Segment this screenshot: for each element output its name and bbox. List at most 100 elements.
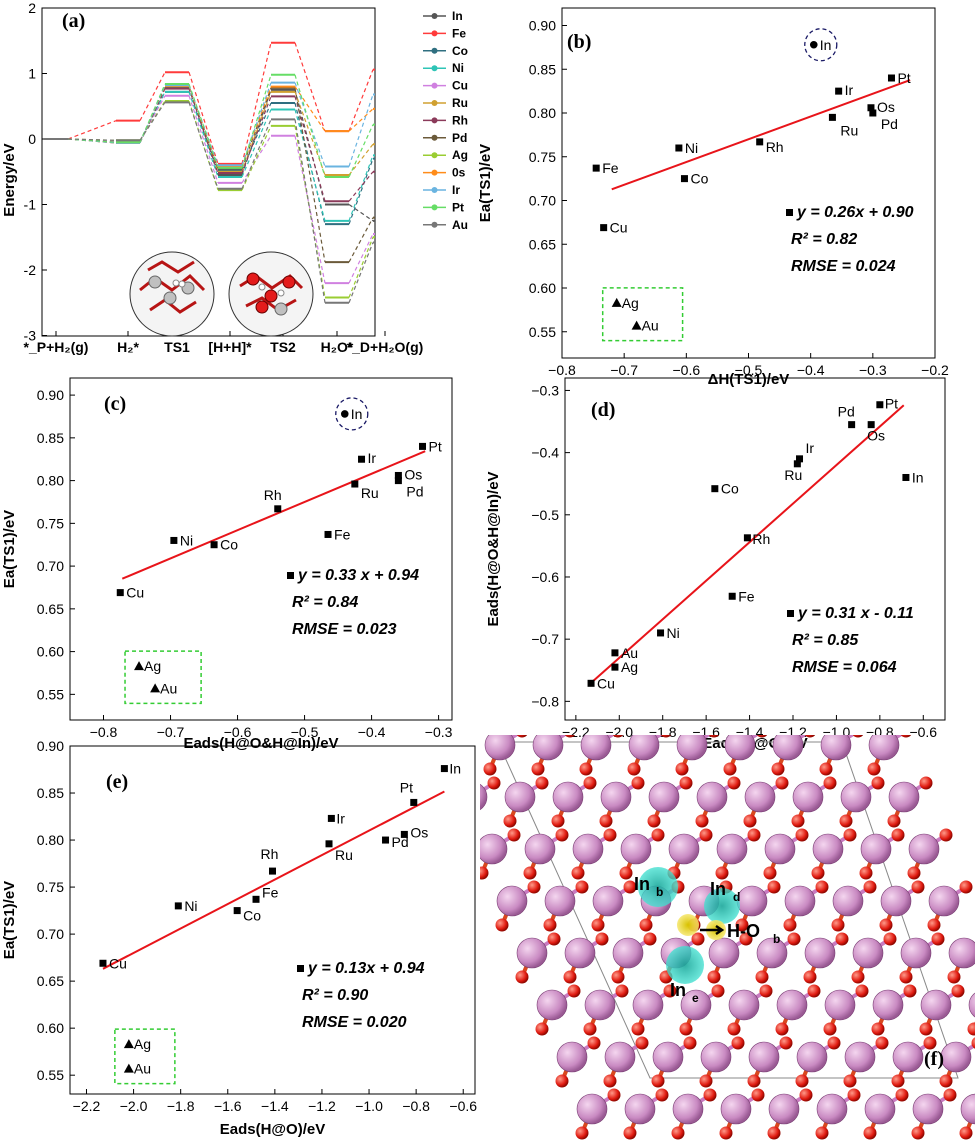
point-label-Rh: Rh xyxy=(264,487,282,503)
x-category-label: H₂O* xyxy=(321,339,354,355)
in-atom xyxy=(668,833,700,865)
o-atom xyxy=(708,735,720,738)
crystal-structure-icon xyxy=(456,735,975,1140)
x-tick-label: −0.5 xyxy=(735,362,763,378)
point-label-Ir: Ir xyxy=(336,810,345,826)
o-atom xyxy=(823,1022,837,1036)
x-tick-label: −0.3 xyxy=(425,724,453,740)
point-Au xyxy=(611,649,619,657)
point-Pt xyxy=(887,74,895,82)
energy-connector xyxy=(188,88,219,174)
point-label-Co: Co xyxy=(220,537,238,553)
y-tick-label: 0.55 xyxy=(529,324,556,340)
y-tick-label: 0.85 xyxy=(529,61,556,77)
y-tick-label: 0.90 xyxy=(37,387,64,403)
o-atom xyxy=(743,814,757,828)
panel-f-label: (f) xyxy=(924,1048,944,1070)
o-atom xyxy=(595,932,609,946)
point-In xyxy=(902,473,910,481)
point-label-Os: Os xyxy=(877,99,895,115)
o-atom xyxy=(575,1126,589,1140)
o-atom xyxy=(456,815,469,828)
point-label-Pd: Pd xyxy=(406,484,423,500)
x-category-label: TS1 xyxy=(164,339,190,355)
in-atom xyxy=(912,1093,944,1125)
point-label-Ag: Ag xyxy=(622,295,639,311)
o-atom xyxy=(863,1126,877,1140)
energy-connector xyxy=(294,91,326,176)
o-atom xyxy=(691,932,705,946)
x-tick-label: −0.8 xyxy=(90,724,118,740)
panel-label: (d) xyxy=(591,399,615,421)
o-atom xyxy=(907,866,921,880)
in-atom xyxy=(900,937,932,969)
point-label-Os: Os xyxy=(410,824,428,840)
highlight-box xyxy=(601,287,684,342)
o-atom xyxy=(875,1036,889,1050)
o-atom xyxy=(583,776,597,790)
y-tick-label: 2 xyxy=(28,0,36,16)
point-label-Rh: Rh xyxy=(766,139,784,155)
energy-connector xyxy=(348,124,374,178)
in-atom xyxy=(604,1041,636,1073)
x-tick-label: −0.7 xyxy=(157,724,185,740)
energy-connector xyxy=(348,237,374,298)
y-tick-label: 0.60 xyxy=(37,1020,64,1036)
fit-rmse: RMSE = 0.023 xyxy=(292,621,397,638)
o-atom xyxy=(727,1022,741,1036)
o-atom xyxy=(891,1074,905,1088)
point-label-Ru: Ru xyxy=(335,847,353,863)
in-atom xyxy=(480,783,488,811)
point-Os xyxy=(867,421,875,429)
x-tick-label: −1.6 xyxy=(214,1098,242,1114)
o-atom xyxy=(919,1022,933,1036)
in-atom xyxy=(672,1093,704,1125)
o-atom xyxy=(619,866,633,880)
point-label-Fe: Fe xyxy=(738,588,755,604)
in-atom xyxy=(552,781,584,813)
point-label-Fe: Fe xyxy=(602,160,619,176)
o-atom xyxy=(727,776,741,790)
o-atom xyxy=(715,866,729,880)
o-atom xyxy=(739,932,753,946)
in-atom xyxy=(812,833,844,865)
o-atom xyxy=(775,1022,789,1036)
o-atom xyxy=(923,1036,937,1050)
point-label-Ir: Ir xyxy=(845,82,854,98)
o-atom xyxy=(683,1036,697,1050)
o-atom xyxy=(815,1126,829,1140)
point-label-Ru: Ru xyxy=(361,485,379,501)
energy-connector xyxy=(294,119,326,303)
legend-marker xyxy=(431,221,438,228)
o-atom xyxy=(775,776,789,790)
fit-r2: R² = 0.82 xyxy=(791,231,857,248)
x-tick-label: −0.7 xyxy=(610,362,638,378)
highlight-box xyxy=(114,1028,176,1085)
o-atom xyxy=(563,970,577,984)
o-atom xyxy=(831,918,845,932)
equation-marker xyxy=(787,610,794,617)
o-atom xyxy=(931,932,945,946)
legend-marker xyxy=(431,65,438,72)
highlight-circle xyxy=(335,397,369,431)
energy-connector xyxy=(241,74,272,168)
point-label-Rh: Rh xyxy=(752,531,770,547)
o-atom xyxy=(899,970,913,984)
o-atom xyxy=(895,1088,909,1102)
point-Au xyxy=(150,683,161,693)
o-atom xyxy=(823,776,837,790)
o-atom xyxy=(527,880,541,894)
point-Fe xyxy=(252,895,260,903)
o-atom xyxy=(516,735,528,738)
in-atom xyxy=(772,735,804,761)
o-atom xyxy=(699,1074,713,1088)
in-atom xyxy=(776,989,808,1021)
y-tick-label: 0.75 xyxy=(529,149,556,165)
point-Co xyxy=(210,541,218,549)
o-atom xyxy=(679,1022,693,1036)
y-tick-label: 0.60 xyxy=(37,644,64,660)
o-atom xyxy=(811,866,825,880)
panel-a-energy-profile: (a) Energy/eV 2 1 0 -1 -2 -3 *_P+H₂(g) H₂* TS1 [… xyxy=(1,0,468,355)
in-atom xyxy=(584,989,616,1021)
